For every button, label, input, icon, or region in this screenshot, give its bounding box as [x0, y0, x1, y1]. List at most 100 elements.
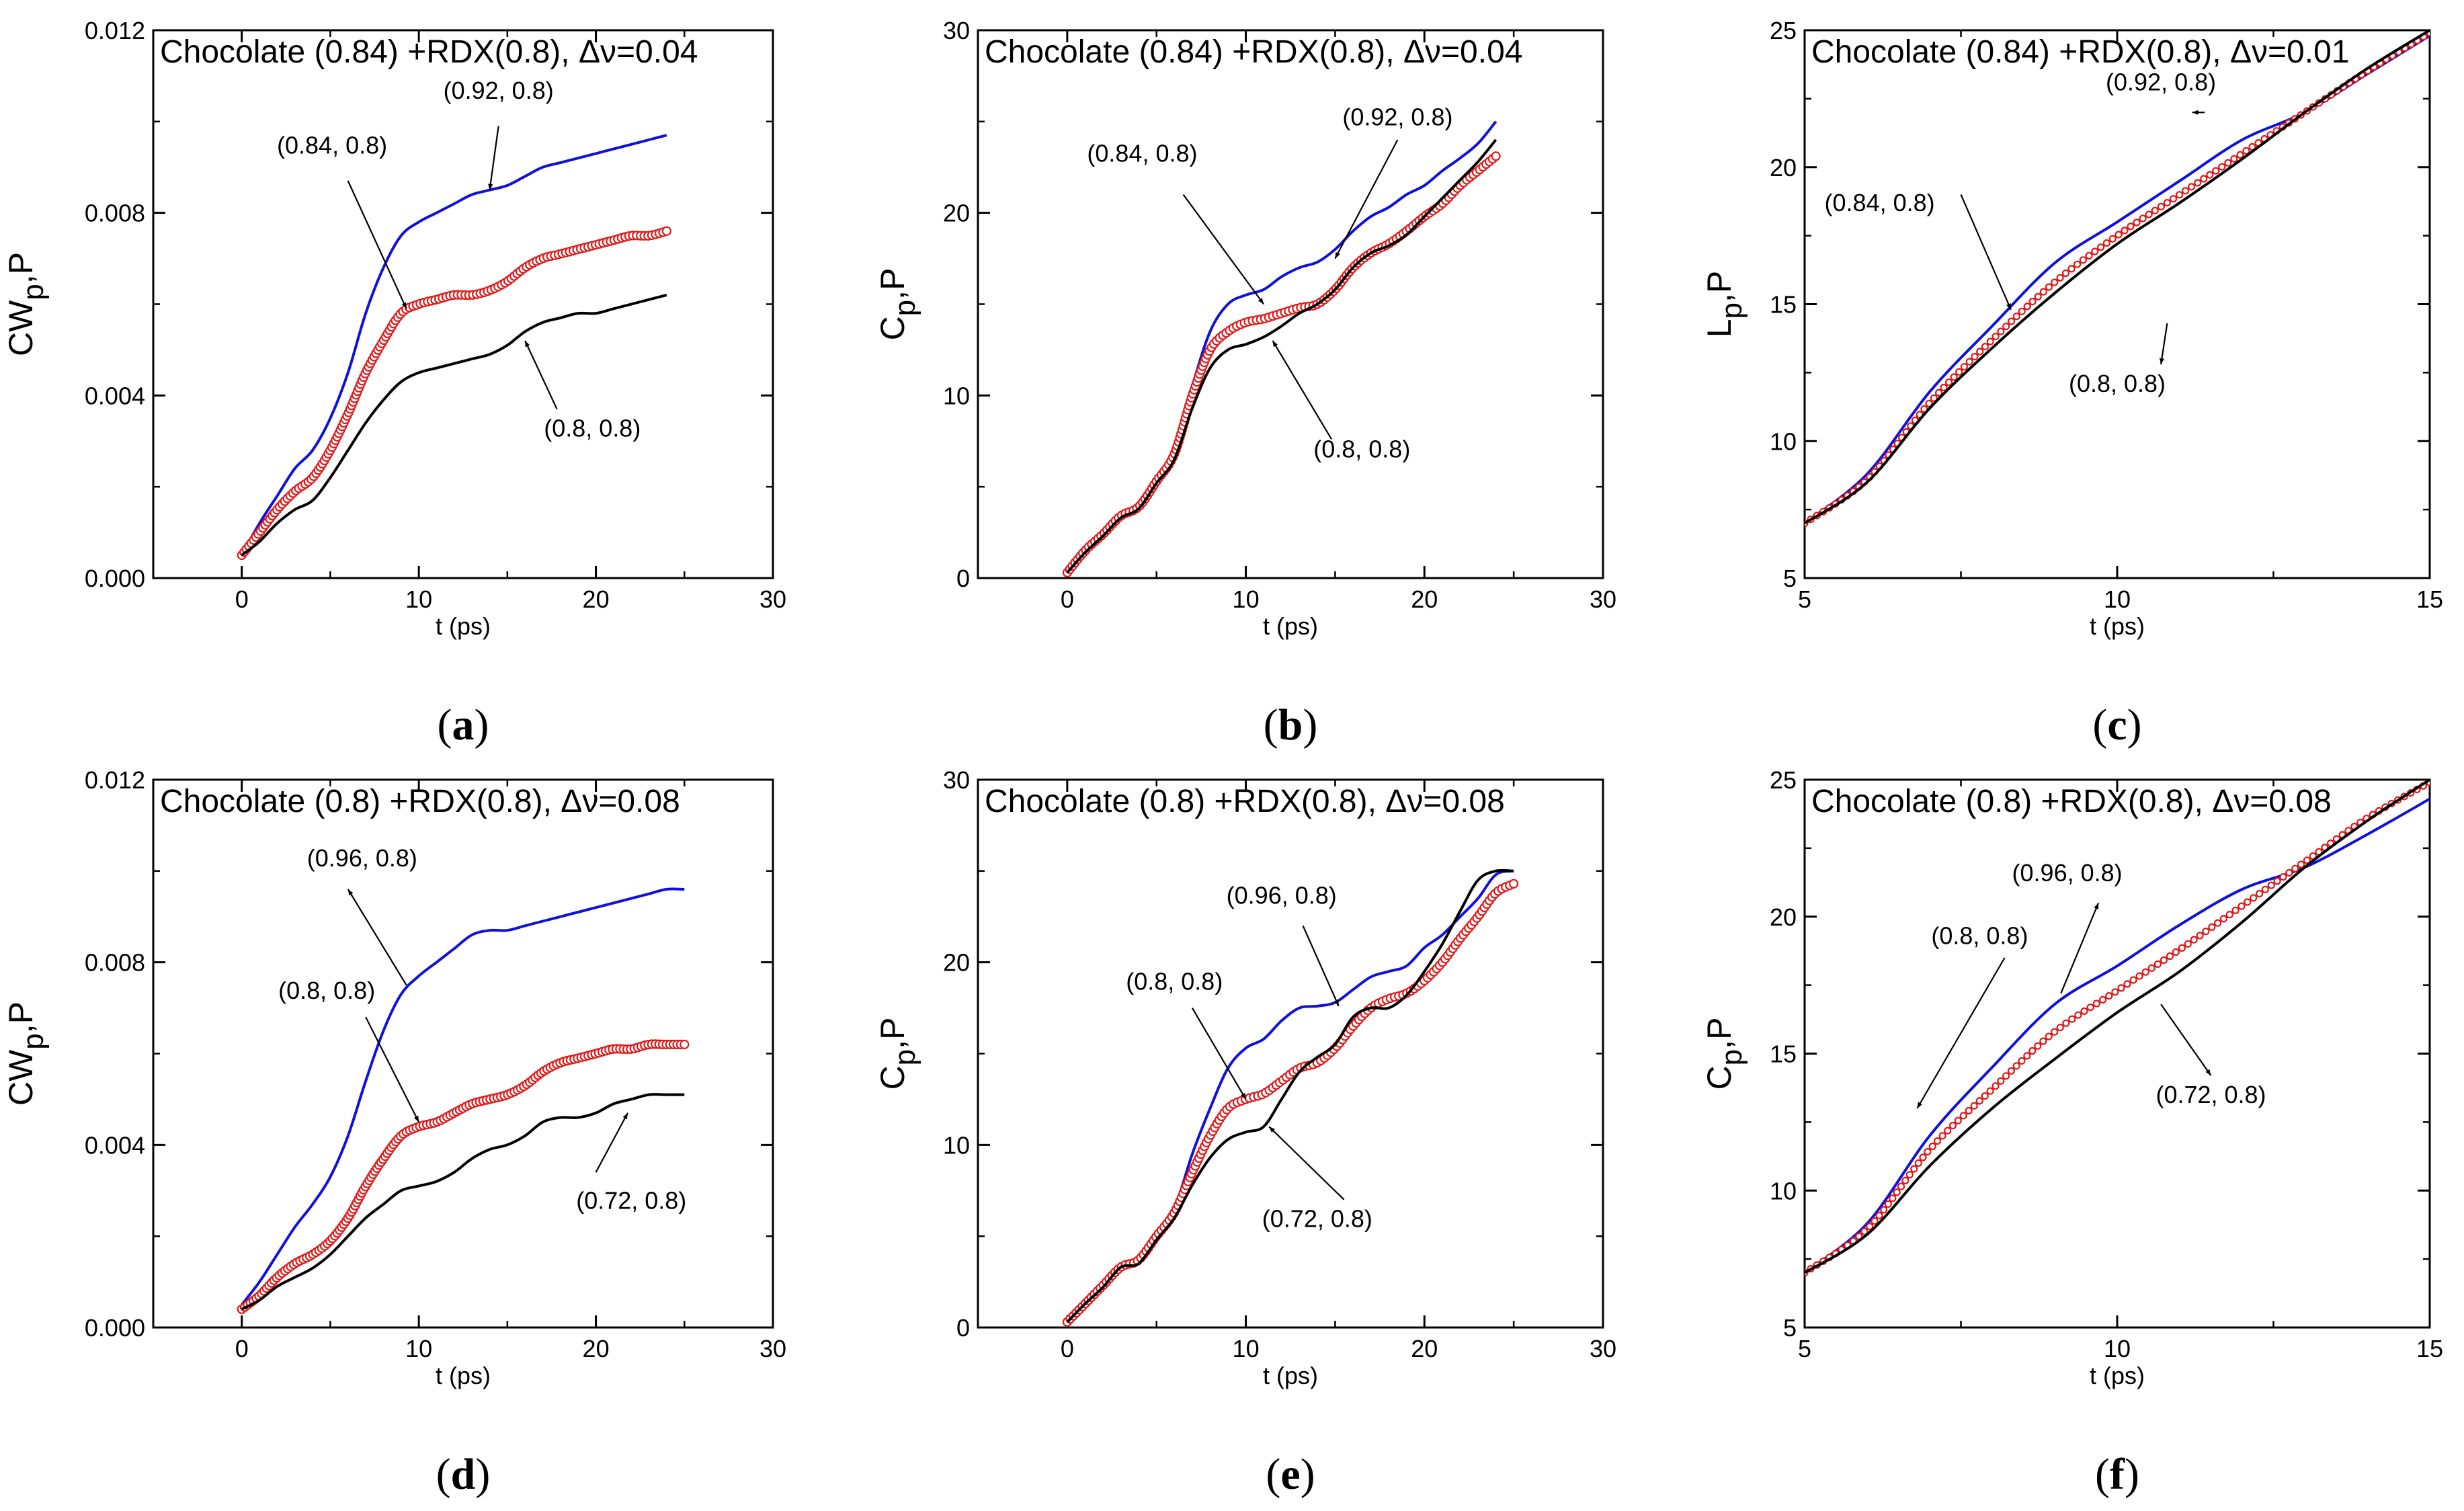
series-0-8-0-8-marker — [2117, 984, 2125, 992]
plot-frame — [152, 778, 774, 1329]
annotation-label: (0.92, 0.8) — [2106, 69, 2216, 96]
series-0-8-0-8-marker — [2002, 1072, 2010, 1080]
y-tick-label: 10 — [943, 1131, 970, 1159]
y-axis-label: Cp,P — [1700, 1018, 1748, 1090]
series-0-84-0-8-marker — [2114, 231, 2123, 239]
series-0-84-0-8-marker — [2169, 195, 2178, 203]
series-0-8-0-8-line — [1805, 781, 2430, 1274]
series-0-8-0-8-marker — [2202, 928, 2210, 936]
panel-title: Chocolate (0.8) +RDX(0.8), Δν=0.08 — [985, 784, 1505, 819]
x-tick-label: 15 — [2416, 1335, 2443, 1362]
series-0-84-0-8-marker — [2224, 159, 2232, 167]
y-tick-label: 0.008 — [85, 949, 145, 977]
y-tick-label: 5 — [1783, 1314, 1797, 1342]
series-0-84-0-8-marker — [2212, 167, 2220, 175]
series-0-8-0-8-marker — [2267, 881, 2275, 889]
series-0-8-0-8-marker — [1986, 1087, 1994, 1095]
annotation-label: (0.8, 0.8) — [1126, 967, 1223, 995]
series-0-8-0-8-line — [241, 293, 667, 557]
series-0-84-0-8-marker — [2242, 147, 2250, 155]
series-group — [237, 134, 672, 561]
series-0-84-0-8-marker — [2007, 317, 2016, 325]
y-axis-label: CWp,P — [2, 1002, 50, 1106]
annotation-arrow — [1191, 1008, 1247, 1100]
y-tick-label: 15 — [1770, 291, 1797, 319]
series-0-8-0-8-marker — [2291, 864, 2299, 872]
y-tick-label: 20 — [1770, 903, 1797, 931]
series-0-92-0-8-line — [1066, 120, 1497, 574]
y-tick-label: 0.000 — [85, 1314, 145, 1342]
series-0-84-0-8-marker — [2085, 251, 2093, 259]
y-tick-label: 0 — [956, 1314, 970, 1342]
series-0-84-0-8-marker — [1925, 399, 1933, 407]
panel-c: 5 10 15 5 10 15 20 25 t (ps) Lp,P (0.92, 0.8) (0.84… — [1700, 17, 2443, 749]
series-0-8-0-8-marker — [1954, 1116, 1962, 1125]
x-tick-label: 30 — [1590, 1335, 1616, 1362]
annotation-label: (0.8, 0.8) — [2069, 370, 2166, 397]
series-0-84-0-8-marker — [1950, 373, 1958, 381]
series-0-84-0-8-marker — [2176, 191, 2184, 199]
annotation-label: (0.96, 0.8) — [1227, 882, 1337, 909]
series-0-8-0-8-marker — [2068, 1015, 2076, 1023]
series-0-84-0-8-marker — [1997, 327, 2005, 335]
series-0-8-0-8-marker — [1997, 1077, 2005, 1085]
y-tick-label: 10 — [1770, 1177, 1797, 1204]
y-tick-label: 10 — [1770, 427, 1797, 455]
series-0-8-0-8-marker — [1975, 1097, 1983, 1105]
series-0-8-0-8-marker — [2147, 964, 2155, 972]
series-0-8-0-8-marker — [2244, 898, 2252, 906]
x-tick-label: 0 — [1061, 1335, 1074, 1362]
y-tick-label: 0.004 — [85, 382, 145, 409]
annotation-label: (0.72, 0.8) — [1262, 1205, 1372, 1233]
panel-title: Chocolate (0.84) +RDX(0.8), Δν=0.04 — [985, 34, 1522, 70]
series-0-8-0-8-marker — [1875, 1211, 1883, 1220]
series-0-8-0-8-marker — [1860, 1227, 1868, 1235]
series-0-8-0-8-marker — [2297, 860, 2305, 868]
series-0-72-0-8-line — [1066, 868, 1514, 1323]
series-0-84-0-8-marker — [2206, 171, 2214, 179]
series-0-84-0-8-marker — [2079, 256, 2087, 264]
y-tick-label: 0.000 — [85, 565, 145, 592]
series-group — [1805, 780, 2430, 1277]
series-0-8-0-8-marker — [1905, 1171, 1914, 1179]
y-tick-label: 20 — [943, 200, 970, 227]
series-0-8-0-8-marker — [2285, 868, 2293, 877]
y-tick-label: 0.012 — [85, 766, 145, 794]
annotation-arrow — [1302, 925, 1340, 1007]
series-0-84-0-8-marker — [2023, 302, 2031, 311]
series-0-84-0-8-marker — [2028, 298, 2037, 306]
x-tick-label: 10 — [405, 585, 432, 613]
series-group — [1805, 30, 2430, 528]
series-0-8-0-8-marker — [2039, 1037, 2047, 1045]
series-0-84-0-8-marker — [1955, 368, 1963, 376]
series-0-96-0-8-line — [241, 887, 685, 1306]
series-0-8-0-8-marker — [1959, 1112, 1967, 1120]
annotation-label: (0.8, 0.8) — [278, 977, 375, 1004]
series-0-84-0-8-marker — [2108, 235, 2117, 243]
series-0-8-0-8-marker — [2178, 944, 2186, 952]
x-tick-label: 15 — [2416, 585, 2443, 613]
plot-frame — [977, 29, 1604, 579]
series-0-8-0-8-marker — [1933, 1137, 1942, 1145]
annotation-arrow — [347, 180, 407, 309]
panel-a: 0 10 20 30 0.000 0.004 0.008 0.012 t (ps) CWp,P (0… — [2, 17, 786, 749]
series-0-84-0-8-marker — [2163, 199, 2171, 207]
x-axis-label: t (ps) — [1263, 1362, 1318, 1389]
series-0-8-0-8-marker — [2105, 991, 2113, 1000]
series-0-84-0-8-marker — [2218, 163, 2226, 171]
series-0-8-0-8-marker — [2160, 956, 2168, 965]
series-0-84-0-8-marker — [2073, 260, 2082, 268]
panel-letter: (f) — [2095, 1450, 2139, 1499]
series-0-8-0-8-marker — [2184, 940, 2192, 948]
series-0-8-0-8-marker — [1884, 1200, 1892, 1208]
series-0-8-0-8-marker — [2166, 952, 2174, 961]
y-axis-label: Lp,P — [1700, 271, 1748, 338]
series-0-8-0-8-marker — [1919, 1153, 1927, 1161]
series-0-8-0-8-marker — [2012, 1062, 2020, 1070]
series-0-84-0-8-marker — [2230, 155, 2238, 163]
series-0-84-0-8-marker — [2045, 283, 2053, 291]
series-0-8-0-8-marker — [2141, 968, 2149, 976]
y-tick-label: 0 — [956, 565, 970, 592]
y-axis-label: Cp,P — [874, 1018, 921, 1090]
